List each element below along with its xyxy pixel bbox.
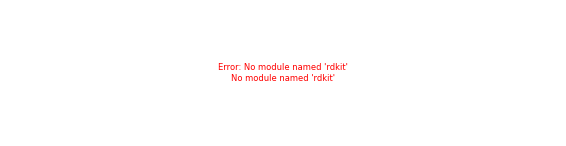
Text: Error: No module named 'rdkit'
No module named 'rdkit': Error: No module named 'rdkit' No module… xyxy=(218,63,348,83)
